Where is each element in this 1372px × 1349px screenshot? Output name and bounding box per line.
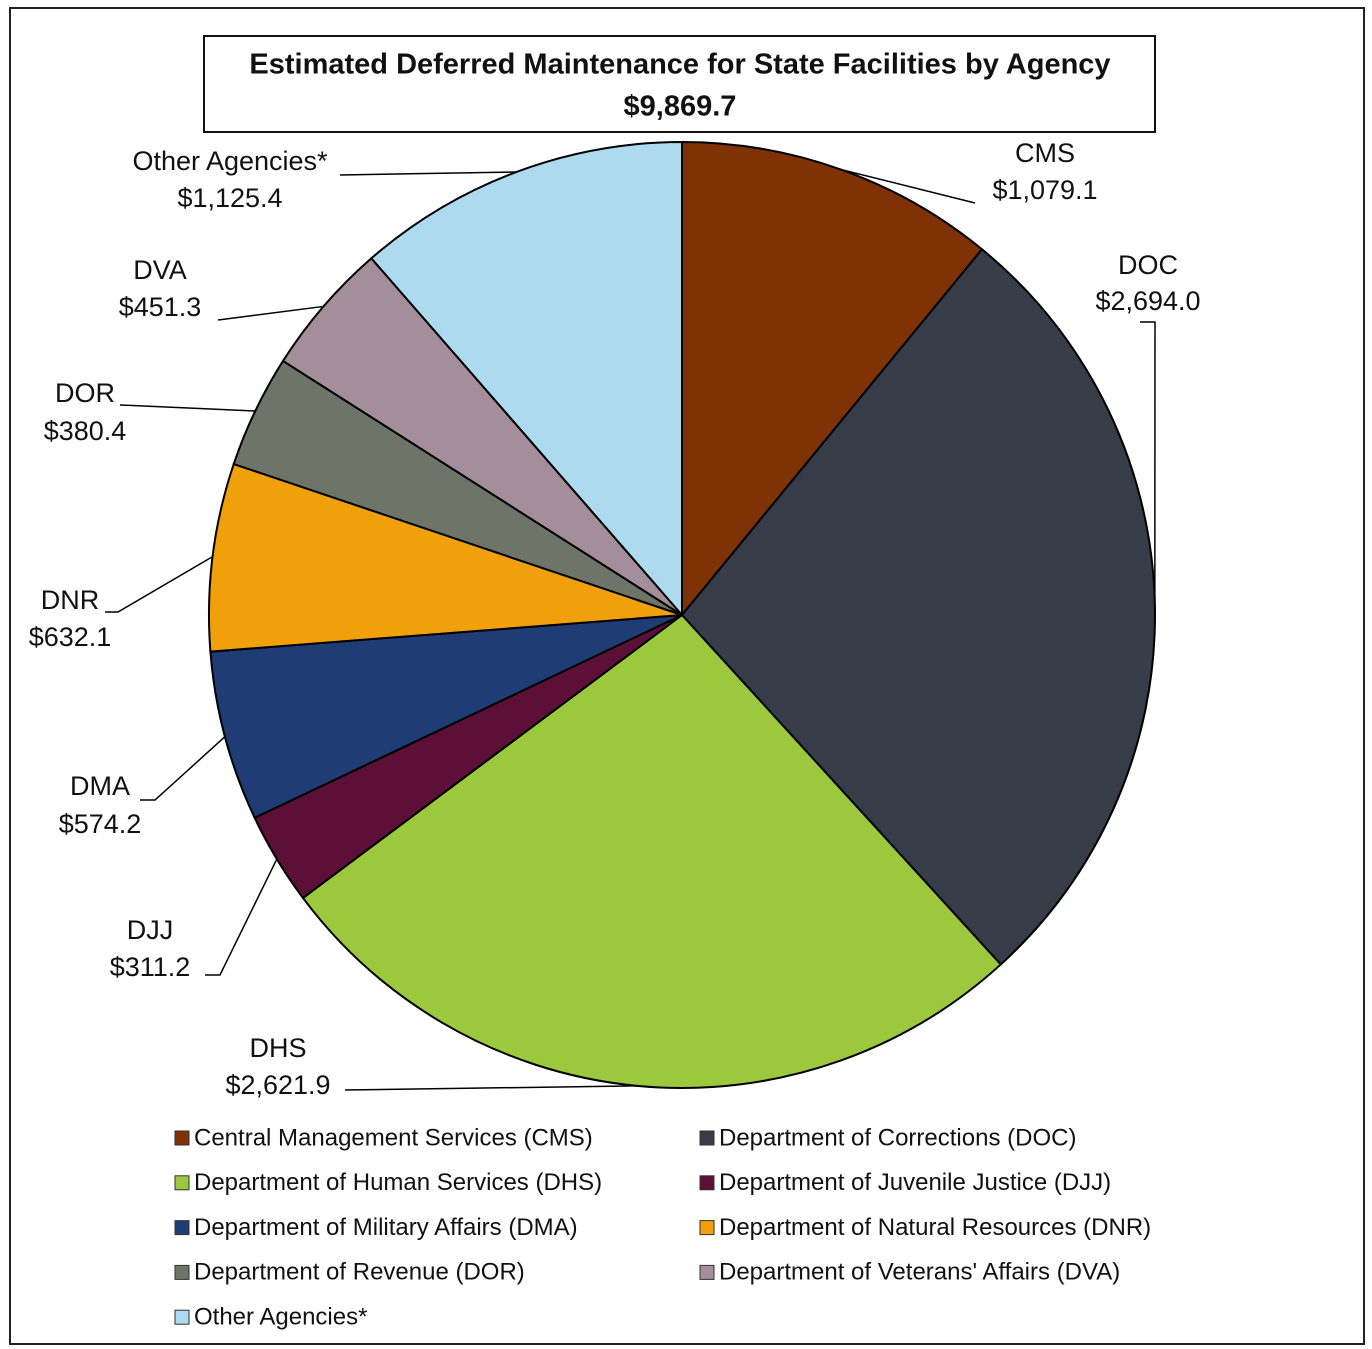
data-label-value: $574.2 bbox=[59, 809, 142, 839]
data-label-name: CMS bbox=[1015, 138, 1075, 168]
pie-slice bbox=[208, 462, 683, 653]
leader-line bbox=[217, 305, 324, 321]
data-label-value: $632.1 bbox=[29, 622, 112, 652]
leader-line bbox=[140, 736, 226, 801]
pie-slice bbox=[680, 247, 1156, 966]
legend-swatch bbox=[174, 1220, 190, 1236]
data-label-name: DJJ bbox=[127, 915, 174, 945]
legend-label: Department of Juvenile Justice (DJJ) bbox=[719, 1169, 1111, 1196]
legend-label: Department of Human Services (DHS) bbox=[194, 1169, 602, 1196]
legend-swatch bbox=[699, 1175, 715, 1191]
chart-title: Estimated Deferred Maintenance for State… bbox=[249, 49, 1110, 81]
legend-swatch bbox=[699, 1130, 715, 1146]
data-label-value: $1,079.1 bbox=[992, 175, 1097, 205]
title-box bbox=[203, 35, 1156, 133]
data-label-name: DOC bbox=[1118, 250, 1178, 280]
data-label-name: Other Agencies* bbox=[132, 146, 328, 176]
legend-label: Department of Corrections (DOC) bbox=[719, 1124, 1076, 1151]
chart-subtitle: $9,869.7 bbox=[624, 91, 737, 123]
data-label-value: $380.4 bbox=[44, 416, 127, 446]
legend-swatch bbox=[699, 1220, 715, 1236]
leader-line bbox=[105, 556, 213, 613]
data-label-value: $451.3 bbox=[119, 292, 202, 322]
data-label-value: $1,125.4 bbox=[177, 183, 282, 213]
leader-line bbox=[119, 404, 256, 412]
data-label-name: DHS bbox=[249, 1033, 306, 1063]
data-label-value: $311.2 bbox=[110, 952, 191, 982]
legend-label: Department of Revenue (DOR) bbox=[194, 1259, 525, 1286]
leader-line bbox=[1140, 321, 1156, 603]
legend-label: Department of Military Affairs (DMA) bbox=[194, 1214, 578, 1241]
legend-label: Central Management Services (CMS) bbox=[194, 1124, 593, 1151]
legend-swatch bbox=[699, 1264, 715, 1280]
legend-label: Department of Veterans' Affairs (DVA) bbox=[719, 1259, 1120, 1286]
legend-swatch bbox=[174, 1175, 190, 1191]
data-label-name: DVA bbox=[133, 255, 187, 285]
data-label-name: DNR bbox=[41, 585, 100, 615]
data-label-name: DOR bbox=[55, 378, 115, 408]
data-label-value: $2,621.9 bbox=[225, 1070, 330, 1100]
legend-swatch bbox=[174, 1309, 190, 1325]
legend-swatch bbox=[174, 1130, 190, 1146]
leader-line bbox=[344, 1085, 638, 1091]
pie-slice bbox=[369, 140, 683, 618]
leader-line bbox=[339, 171, 517, 176]
leader-line bbox=[841, 168, 976, 204]
legend-label: Other Agencies* bbox=[194, 1304, 367, 1331]
legend-label: Department of Natural Resources (DNR) bbox=[719, 1214, 1151, 1241]
legend-swatch bbox=[174, 1264, 190, 1280]
data-label-value: $2,694.0 bbox=[1095, 286, 1200, 316]
data-label-name: DMA bbox=[70, 771, 130, 801]
leader-line bbox=[205, 858, 278, 976]
